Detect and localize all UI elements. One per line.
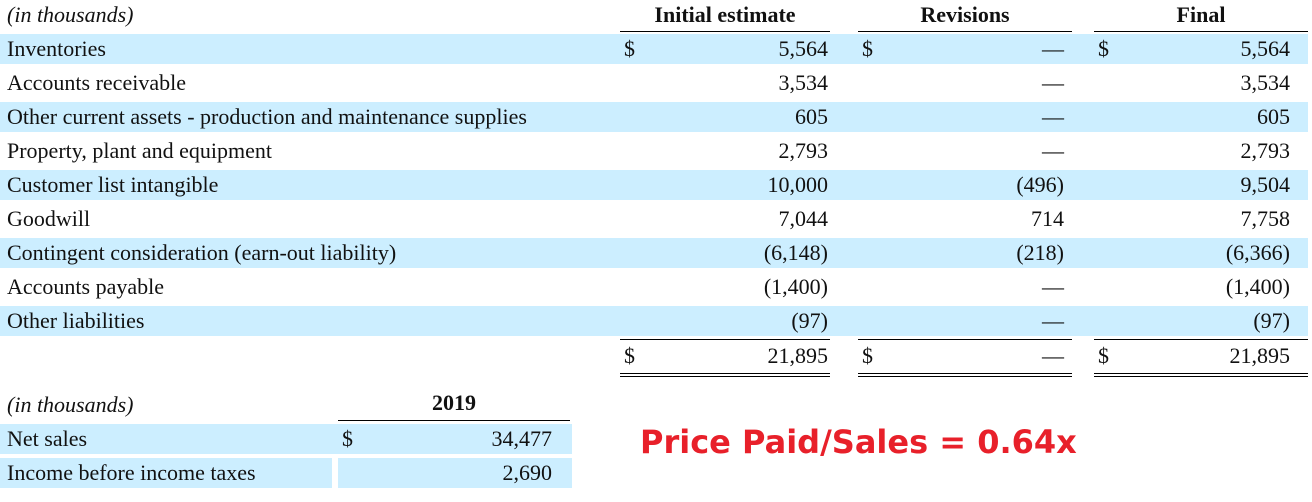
header-underline	[858, 31, 1072, 32]
initial-estimate-value: 7,044	[778, 206, 829, 231]
row-label: Accounts receivable	[7, 70, 186, 95]
currency-symbol: $	[624, 343, 635, 368]
final-value: 2,793	[1240, 138, 1291, 163]
row-label: Contingent consideration (earn-out liabi…	[7, 240, 397, 265]
row-label: Other current assets - production and ma…	[7, 104, 527, 129]
subtotal-rule	[858, 339, 1072, 340]
final-value: 605	[1257, 104, 1290, 129]
row-band	[0, 306, 1308, 336]
revisions-value: —	[1042, 70, 1064, 95]
row-label: Customer list intangible	[7, 172, 219, 197]
currency-symbol: $	[862, 343, 873, 368]
revisions-value: —	[1042, 36, 1064, 61]
initial-estimate-value: 5,564	[778, 36, 829, 61]
final-value: 5,564	[1240, 36, 1291, 61]
column-header: Initial estimate	[654, 2, 796, 27]
final-value: (97)	[1253, 308, 1290, 333]
column-header: 2019	[432, 390, 476, 415]
final-value: 3,534	[1240, 70, 1291, 95]
row-band	[0, 34, 1308, 64]
initial-estimate-value: 2,793	[778, 138, 829, 163]
header-underline	[1094, 31, 1308, 32]
row-label: Property, plant and equipment	[7, 138, 272, 163]
final-value: 9,504	[1240, 172, 1291, 197]
price-paid-sales-callout: Price Paid/Sales = 0.64x	[640, 423, 1077, 461]
row-band	[0, 238, 1308, 268]
initial-estimate-value: (1,400)	[763, 274, 828, 299]
initial-estimate-value: 3,534	[778, 70, 829, 95]
initial-estimate-value: (97)	[791, 308, 828, 333]
row-label: Accounts payable	[7, 274, 164, 299]
total-revisions-value: —	[1042, 343, 1064, 368]
final-value: (6,366)	[1225, 240, 1290, 265]
column-header: Revisions	[920, 2, 1010, 27]
total-double-rule	[620, 373, 830, 377]
value-2019: 34,477	[491, 426, 553, 451]
total-final-value: 21,895	[1229, 343, 1291, 368]
table-unit-label: (in thousands)	[7, 392, 134, 417]
total-double-rule	[1094, 373, 1308, 377]
row-label: Inventories	[7, 36, 106, 61]
table-unit-label: (in thousands)	[7, 2, 134, 27]
initial-estimate-value: (6,148)	[763, 240, 828, 265]
subtotal-rule	[620, 339, 830, 340]
revisions-value: —	[1042, 138, 1064, 163]
row-band	[338, 458, 572, 488]
row-label: Income before income taxes	[7, 460, 256, 485]
revisions-value: (218)	[1016, 240, 1064, 265]
final-value: 7,758	[1240, 206, 1291, 231]
currency-symbol: $	[342, 426, 353, 451]
total-double-rule	[858, 373, 1072, 377]
final-value: (1,400)	[1225, 274, 1290, 299]
row-band	[0, 170, 1308, 200]
currency-symbol: $	[624, 36, 635, 61]
row-band	[0, 424, 572, 454]
row-label: Goodwill	[7, 206, 91, 231]
revisions-value: —	[1042, 308, 1064, 333]
header-underline	[338, 420, 570, 421]
row-label: Other liabilities	[7, 308, 145, 333]
currency-symbol: $	[862, 36, 873, 61]
initial-estimate-value: 10,000	[767, 172, 829, 197]
currency-symbol: $	[1098, 36, 1109, 61]
row-band	[0, 102, 1308, 132]
revisions-value: (496)	[1016, 172, 1064, 197]
currency-symbol: $	[1098, 343, 1109, 368]
header-underline	[620, 31, 830, 32]
row-label: Net sales	[7, 426, 88, 451]
row-band	[0, 458, 332, 488]
total-initial-value: 21,895	[767, 343, 829, 368]
value-2019: 2,690	[502, 460, 553, 485]
column-header: Final	[1176, 2, 1226, 27]
revisions-value: 714	[1031, 206, 1064, 231]
initial-estimate-value: 605	[795, 104, 828, 129]
revisions-value: —	[1042, 104, 1064, 129]
subtotal-rule	[1094, 339, 1308, 340]
revisions-value: —	[1042, 274, 1064, 299]
